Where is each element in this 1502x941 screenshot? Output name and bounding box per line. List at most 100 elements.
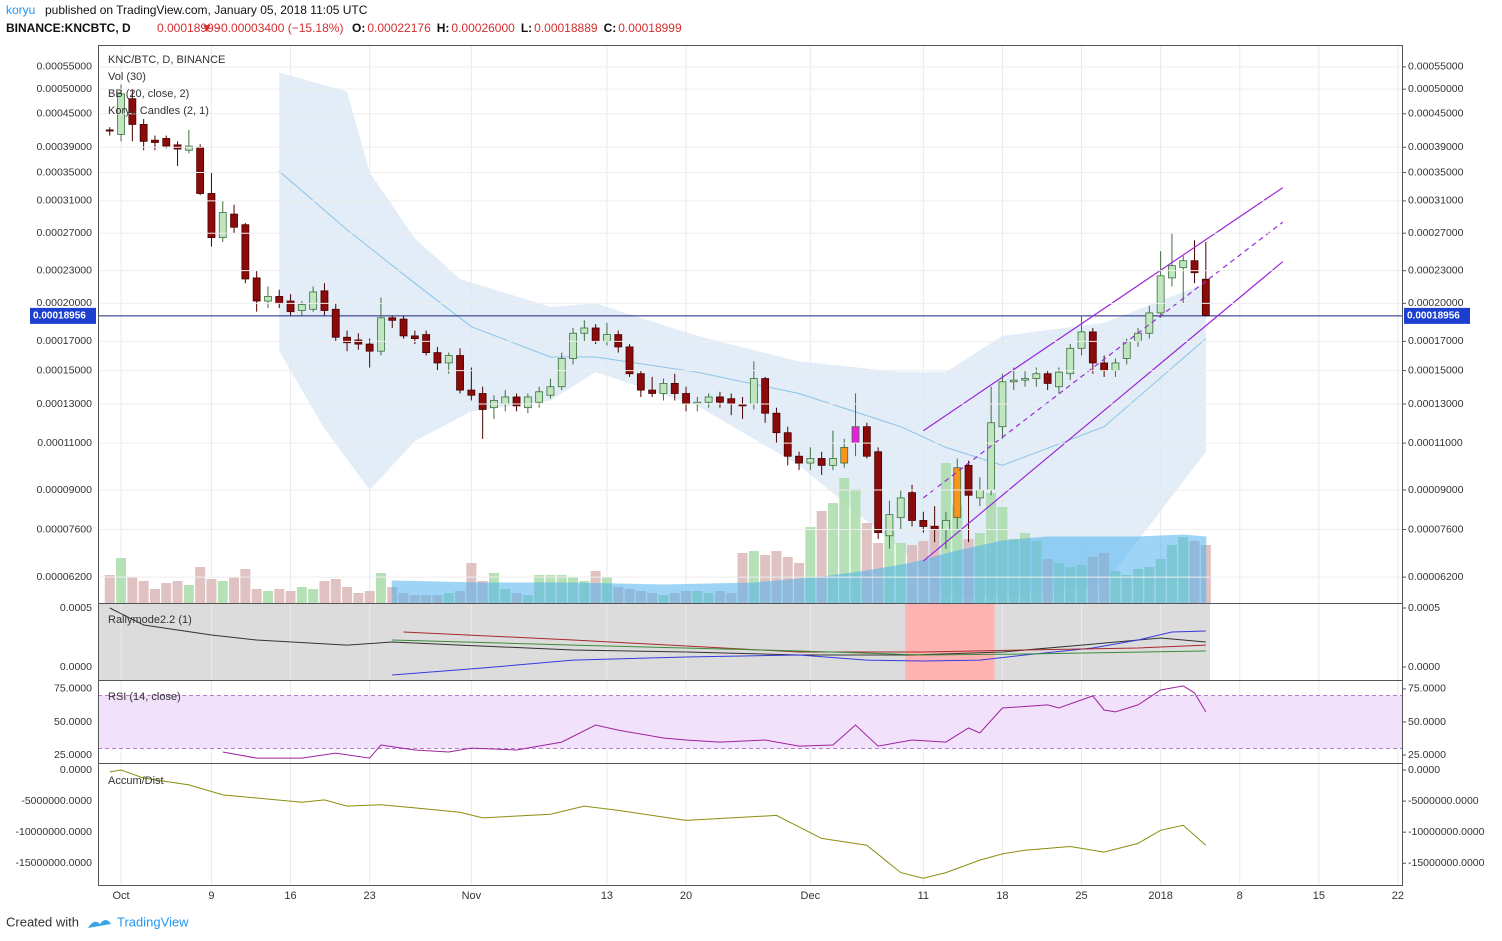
change-arrow: ▼: [201, 21, 213, 35]
volume-bar: [195, 567, 206, 603]
y-tick-label: 0.00015000: [37, 364, 93, 376]
volume-bar: [861, 523, 872, 603]
candle-body: [625, 346, 634, 375]
y-tick-label: 0.00013000: [1408, 398, 1464, 410]
y-tick-label: 0.00027000: [37, 227, 93, 239]
candle-body: [343, 336, 351, 344]
x-tick-label: 13: [601, 890, 613, 902]
y-tick-label: 50.0000: [54, 716, 92, 728]
chart-title: KNC/BTC, D, BINANCE: [108, 54, 225, 66]
series-line: [392, 630, 1206, 676]
pane-title: RSI (14, close): [108, 691, 181, 703]
rsi-band: [98, 695, 1402, 749]
x-tick-label: 11: [918, 890, 929, 902]
bb-basis: [278, 170, 1207, 466]
y-tick-label: 0.00009000: [1408, 484, 1464, 496]
ohlc-group: O: 0.00022176 H: 0.00026000 L: 0.00018889 C: 0.…: [352, 21, 682, 35]
y-tick-label: 0.00050000: [37, 83, 93, 95]
y-tick-label: 0.00027000: [1408, 227, 1464, 239]
y-tick-label: 25.0000: [1408, 749, 1446, 761]
candle-body: [331, 308, 340, 338]
y-tick-label: 75.0000: [1408, 683, 1446, 695]
candle-body: [196, 146, 205, 194]
y-tick-label: 0.00013000: [37, 398, 93, 410]
candle-body: [230, 213, 238, 228]
x-tick-label: 25: [1075, 890, 1087, 902]
x-tick-label: 8: [1237, 890, 1243, 902]
candle-body: [795, 455, 803, 464]
candle-body: [749, 378, 758, 405]
candle-body: [264, 296, 272, 302]
y-tick-label: 0.00015000: [1408, 364, 1464, 376]
y-tick-label: -5000000.0000: [21, 795, 92, 807]
ohlc-value: 0.00018999: [618, 21, 682, 35]
candle-body: [128, 98, 137, 125]
y-tick-label: 0.00007600: [37, 523, 93, 535]
x-tick-label: Nov: [462, 890, 482, 902]
candle-body: [433, 352, 442, 364]
ohlc-label: L:: [521, 21, 532, 35]
y-tick-label: 0.00055000: [37, 61, 93, 73]
candle-body: [1088, 331, 1097, 364]
candle-body: [388, 317, 397, 321]
volume-bar: [229, 577, 240, 603]
candle-body: [309, 291, 318, 310]
candle-body: [456, 355, 464, 391]
channel-line: [922, 187, 1284, 432]
y-tick-label: 0.00017000: [1408, 335, 1464, 347]
candle-body: [975, 489, 984, 499]
candle-body: [1009, 379, 1018, 383]
frame: [98, 45, 1403, 886]
candle-body: [467, 389, 476, 396]
volume-bar: [217, 581, 228, 603]
y-tick-label: 0.00055000: [1408, 61, 1464, 73]
candle-body: [670, 383, 679, 394]
series-line: [109, 607, 1206, 656]
y-tick-label: -10000000.0000: [16, 826, 93, 838]
candle-body: [840, 446, 849, 464]
volume-bar: [138, 581, 149, 603]
volume-bar: [737, 553, 748, 603]
candle-body: [896, 497, 905, 518]
series-line: [222, 685, 1207, 759]
price-label: 0.00018956: [1407, 311, 1460, 322]
candle-body: [874, 451, 883, 534]
y-tick-label: 0.00050000: [1408, 83, 1464, 95]
candle-body: [919, 520, 928, 527]
candle-body: [987, 422, 996, 491]
candle-body: [648, 389, 657, 394]
y-tick-label: 0.00009000: [37, 484, 93, 496]
footer-brand[interactable]: TradingView: [117, 914, 189, 929]
author[interactable]: koryu: [6, 3, 35, 17]
y-tick-label: 0.0000: [1408, 661, 1440, 673]
y-tick-label: 0.00011000: [1408, 437, 1463, 449]
candle-body: [817, 458, 826, 466]
volume-bar: [240, 569, 251, 603]
volume-bar: [149, 589, 160, 603]
change: −0.00003400 (−15.18%): [214, 21, 343, 35]
y-tick-label: 0.0000: [60, 661, 92, 673]
candle-body: [535, 391, 544, 403]
y-tick-label: 50.0000: [1408, 716, 1446, 728]
volume-bar: [375, 573, 386, 603]
series-line: [403, 631, 1206, 653]
plot-area: [98, 45, 1402, 885]
volume-bar: [353, 593, 364, 603]
volume-bar: [839, 478, 850, 603]
candle-body: [1179, 260, 1188, 269]
candle-body: [772, 412, 781, 434]
volume-bar: [760, 555, 771, 603]
candle-body: [399, 318, 408, 337]
candle-body: [444, 355, 453, 364]
candle-body: [512, 396, 521, 407]
candle-body: [783, 432, 792, 457]
candle-body: [1168, 265, 1176, 279]
x-tick-label: 18: [996, 890, 1008, 902]
y-tick-label: 0.0000: [60, 764, 92, 776]
y-tick-label: -15000000.0000: [1408, 857, 1485, 869]
candle-body: [1055, 371, 1063, 388]
channel-line: [922, 221, 1284, 499]
